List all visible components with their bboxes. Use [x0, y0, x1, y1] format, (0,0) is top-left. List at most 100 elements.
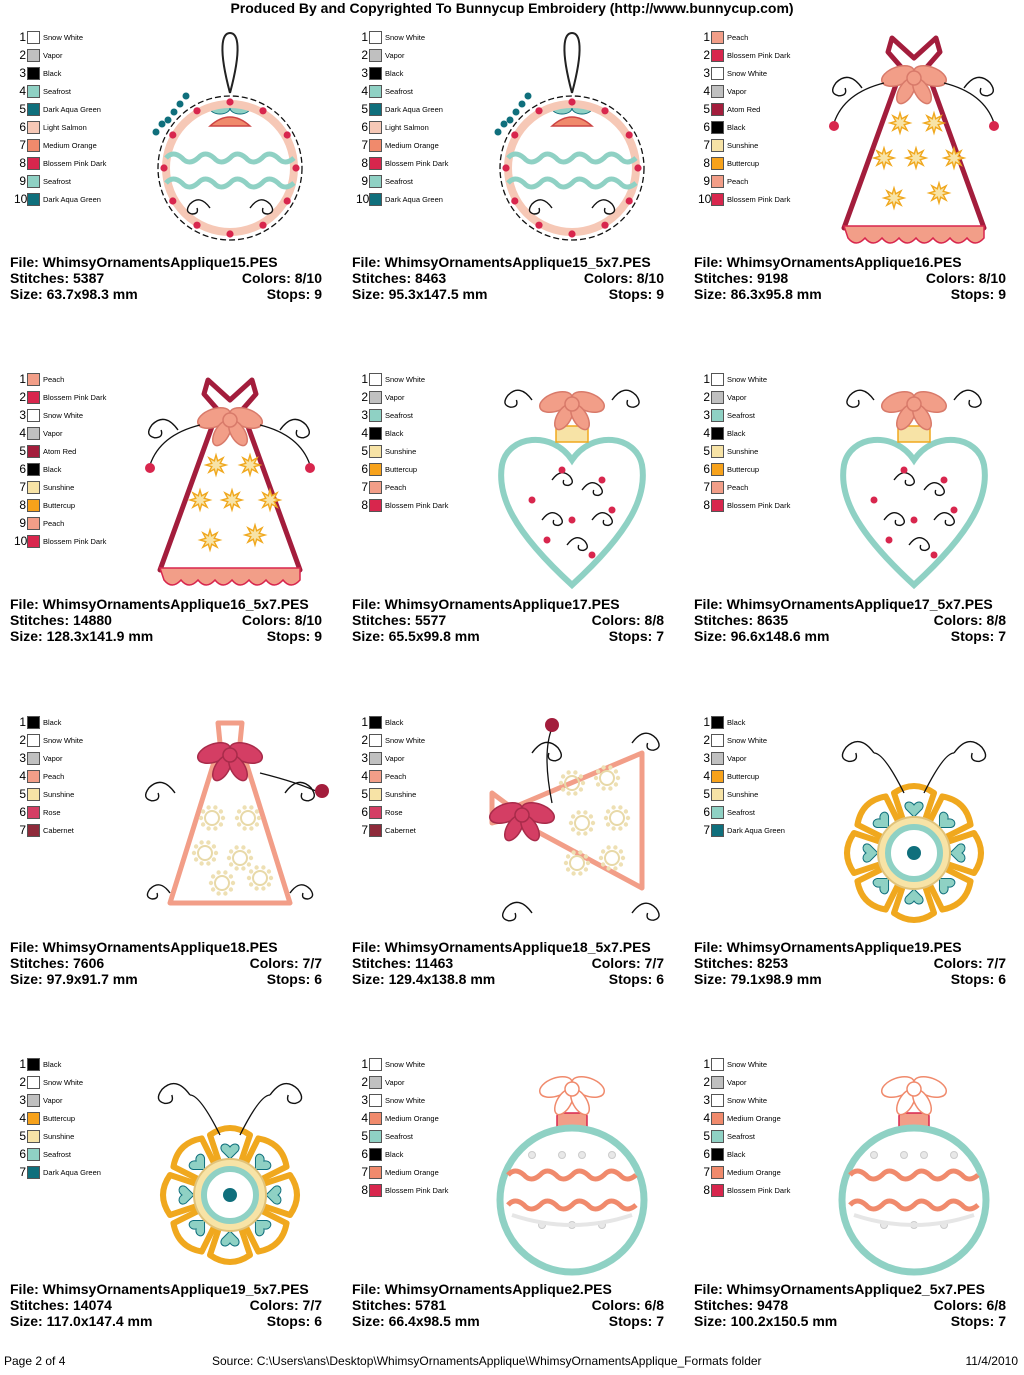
thread-name: Medium Orange	[385, 1167, 439, 1177]
stops-label: Stops:	[266, 1313, 315, 1329]
thread-swatch	[369, 498, 382, 512]
color-count: 8/8	[644, 612, 664, 628]
thread-swatch	[711, 1111, 724, 1125]
thread-color-row: 7 Sunshine	[698, 136, 790, 154]
file-name: WhimsyOrnamentsApplique19_5x7.PES	[42, 1281, 309, 1297]
page-header: Produced By and Copyrighted To Bunnycup …	[230, 0, 794, 16]
thread-name: Medium Orange	[385, 140, 439, 150]
page-number: Page 2 of 4	[4, 1354, 66, 1368]
thread-name: Black	[43, 464, 62, 474]
design-card: 1 Black 2 Snow White 3 Vapor 4 Buttercup 5 Sunshi…	[694, 713, 1014, 1033]
thread-number: 10	[356, 192, 370, 206]
thread-number: 6	[703, 462, 710, 476]
thread-swatch	[711, 1183, 724, 1197]
thread-number: 7	[703, 138, 710, 152]
file-name: WhimsyOrnamentsApplique16.PES	[726, 254, 962, 270]
colors-label: Colors:	[933, 612, 987, 628]
thread-name: Black	[727, 717, 746, 727]
thread-swatch	[27, 120, 40, 134]
thread-name: Vapor	[43, 1095, 63, 1105]
thread-color-row: 7 Medium Orange	[698, 1163, 790, 1181]
thread-color-list: 1 Snow White 2 Vapor 3 Seafrost 4 Black 5 Sunshin…	[356, 370, 448, 514]
thread-color-row: 1 Snow White	[356, 28, 448, 46]
file-name: WhimsyOrnamentsApplique17_5x7.PES	[726, 596, 993, 612]
thread-name: Sunshine	[727, 789, 759, 799]
size-label: Size:	[694, 628, 731, 644]
thread-number: 5	[361, 444, 368, 458]
thread-swatch	[27, 390, 40, 404]
thread-swatch	[711, 1165, 724, 1179]
design-size: 129.4x138.8 mm	[388, 971, 496, 987]
file-label: File:	[694, 254, 727, 270]
file-name: WhimsyOrnamentsApplique15_5x7.PES	[384, 254, 651, 270]
design-card: 1 Snow White 2 Vapor 3 Black 4 Seafrost 5 Dark Aq…	[10, 28, 330, 348]
thread-name: Black	[727, 122, 746, 132]
thread-name: Black	[727, 1149, 746, 1159]
thread-name: Black	[43, 1059, 62, 1069]
thread-number: 6	[361, 462, 368, 476]
thread-color-row: 10 Dark Aqua Green	[356, 190, 448, 208]
thread-color-row: 4 Buttercup	[14, 1109, 101, 1127]
thread-number: 4	[19, 1111, 26, 1125]
thread-color-row: 1 Snow White	[356, 1055, 448, 1073]
thread-number: 10	[14, 534, 28, 548]
thread-color-row: 4 Medium Orange	[698, 1109, 790, 1127]
thread-color-row: 3 Vapor	[356, 749, 425, 767]
design-size: 79.1x98.9 mm	[730, 971, 822, 987]
thread-name: Peach	[43, 518, 65, 528]
thread-name: Buttercup	[43, 500, 76, 510]
design-card: 1 Black 2 Snow White 3 Vapor 4 Buttercup 5 Sunshi…	[10, 1055, 330, 1375]
thread-name: Blossem Pink Dark	[385, 500, 449, 510]
thread-swatch	[369, 480, 382, 494]
thread-swatch	[27, 192, 40, 206]
stitch-count: 7606	[73, 955, 105, 971]
thread-swatch	[27, 1147, 40, 1161]
thread-name: Buttercup	[385, 464, 418, 474]
thread-number: 8	[703, 156, 710, 170]
thread-number: 10	[698, 192, 712, 206]
colors-label: Colors:	[241, 612, 295, 628]
thread-name: Vapor	[385, 50, 405, 60]
thread-color-list: 1 Peach 2 Blossem Pink Dark 3 Snow White 4 Vapo…	[14, 370, 106, 550]
colors-label: Colors:	[241, 270, 295, 286]
color-count: 8/10	[294, 612, 322, 628]
stitches-label: Stitches:	[10, 1297, 74, 1313]
file-name: WhimsyOrnamentsApplique19.PES	[726, 939, 962, 955]
thread-swatch	[711, 1129, 724, 1143]
thread-number: 4	[19, 426, 26, 440]
colors-label: Colors:	[925, 270, 979, 286]
thread-color-row: 5 Sunshine	[356, 442, 448, 460]
thread-name: Rose	[385, 807, 403, 817]
file-label: File:	[352, 596, 385, 612]
thread-color-row: 6 Seafrost	[14, 1145, 101, 1163]
thread-swatch	[711, 426, 724, 440]
stitches-label: Stitches:	[352, 1297, 416, 1313]
thread-color-row: 9 Seafrost	[14, 172, 106, 190]
thread-name: Buttercup	[727, 158, 760, 168]
thread-color-row: 7 Cabernet	[14, 821, 83, 839]
thread-number: 1	[361, 30, 368, 44]
thread-swatch	[27, 715, 40, 729]
thread-swatch	[369, 192, 382, 206]
thread-name: Black	[385, 68, 404, 78]
thread-name: Blossem Pink Dark	[727, 194, 791, 204]
stops-label: Stops:	[950, 971, 999, 987]
design-size: 95.3x147.5 mm	[388, 286, 488, 302]
file-label: File:	[10, 596, 43, 612]
thread-number: 1	[703, 715, 710, 729]
design-card: 1 Snow White 2 Vapor 3 Snow White 4 Medium Oran…	[694, 1055, 1014, 1375]
colors-label: Colors:	[591, 612, 645, 628]
thread-swatch	[27, 84, 40, 98]
thread-swatch	[27, 1129, 40, 1143]
thread-swatch	[369, 120, 382, 134]
stops-label: Stops:	[608, 1313, 657, 1329]
design-preview	[841, 740, 987, 923]
thread-swatch	[711, 138, 724, 152]
size-label: Size:	[352, 971, 389, 987]
stitches-label: Stitches:	[10, 955, 74, 971]
file-label: File:	[10, 1281, 43, 1297]
thread-swatch	[27, 426, 40, 440]
thread-name: Seafrost	[43, 1149, 71, 1159]
thread-color-row: 2 Vapor	[698, 1073, 790, 1091]
thread-color-row: 5 Sunshine	[14, 1127, 101, 1145]
